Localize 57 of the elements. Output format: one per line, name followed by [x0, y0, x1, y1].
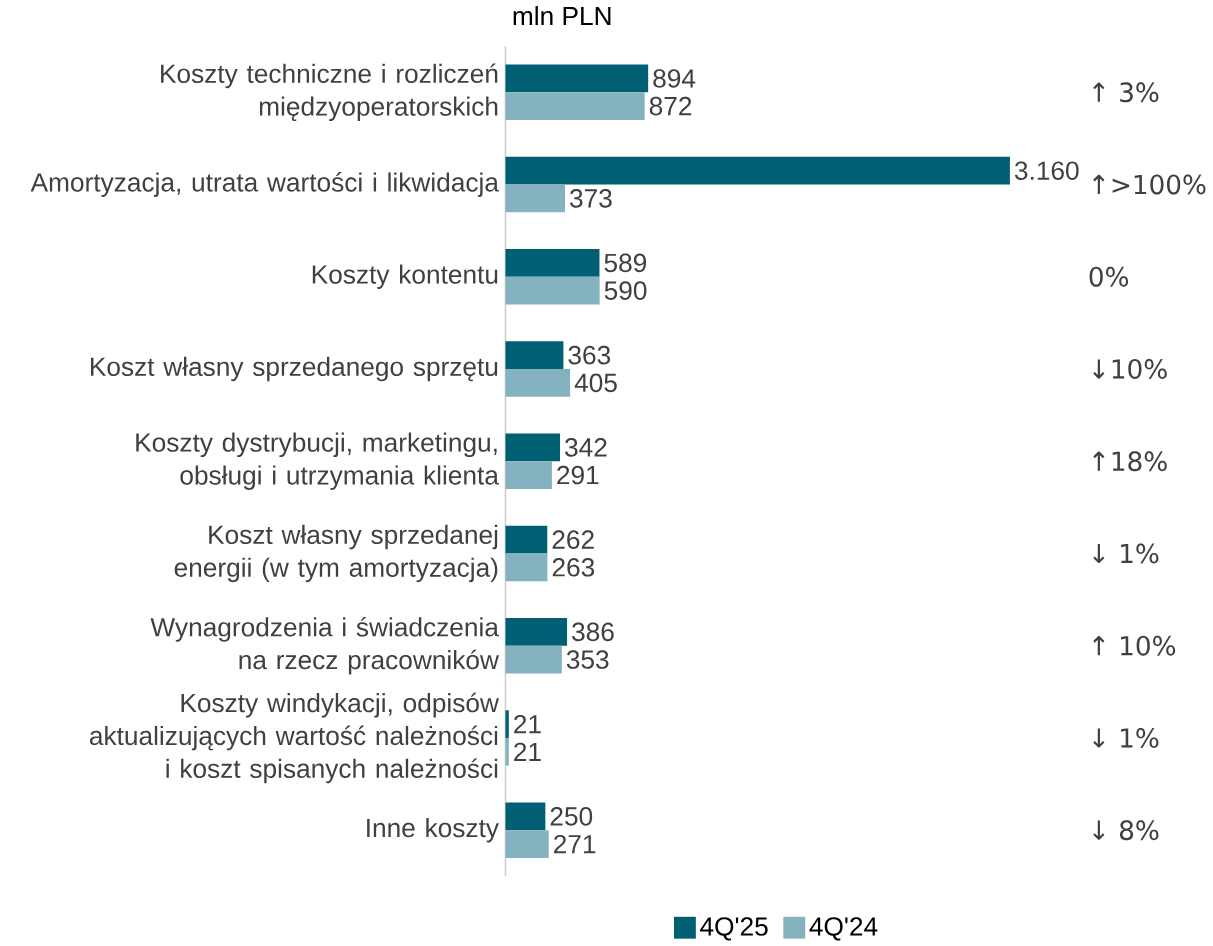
y-tick-label: Koszty dystrybucji, marketingu, obsługi i utrzymania klienta: [136, 432, 499, 491]
y-tick-label: Koszty techniczne i rozliczeń międzyoperatorskich: [161, 63, 498, 122]
text: ↑18%: [1093, 451, 1167, 472]
bar: [505, 802, 546, 831]
data-label: 589: [604, 253, 647, 273]
bar: [505, 433, 561, 462]
x-axis-title: mln PLN: [513, 6, 611, 26]
data-label: 872: [649, 97, 692, 116]
data-label: 21: [514, 742, 541, 762]
y-tick-label: Inne koszty: [367, 818, 499, 843]
y-tick-label: Amortyzacja, utrata wartości i likwidacja: [30, 172, 499, 198]
bar: [505, 738, 509, 766]
bar: [505, 276, 600, 305]
bar: [505, 710, 509, 739]
data-label: 291: [557, 466, 599, 485]
data-label: 405: [574, 373, 617, 393]
legend-label: 4Q'25: [700, 917, 768, 941]
bar: [505, 157, 1010, 185]
data-label: 21: [514, 715, 541, 734]
bar: [505, 184, 565, 213]
text: ↑ 10%: [1093, 636, 1176, 656]
text: ↓ 8%: [1093, 820, 1159, 841]
data-label: 263: [552, 558, 595, 577]
y-tick-label: Koszt własny sprzedanego sprzętu: [90, 356, 498, 382]
bar: [505, 461, 552, 490]
data-label: 250: [550, 807, 593, 826]
text: ↑ 3%: [1093, 82, 1159, 103]
y-tick-label: Wynagrodzenia i świadczenia na rzecz pracowników: [150, 617, 499, 675]
data-label: 590: [604, 281, 647, 301]
text: ↓10%: [1093, 359, 1167, 380]
bar: [505, 249, 600, 277]
data-label: 3.160: [1014, 161, 1079, 181]
text: ↓ 1%: [1093, 543, 1159, 564]
text: 0%: [1089, 267, 1129, 287]
bar: [505, 553, 548, 582]
data-label: 363: [568, 346, 611, 365]
data-label: 373: [570, 189, 612, 208]
bar: [505, 341, 564, 370]
bar: [505, 92, 645, 121]
data-label: 262: [552, 530, 594, 550]
text: ↓ 1%: [1093, 728, 1159, 749]
bar: [505, 830, 549, 859]
bar: [505, 526, 548, 554]
text: ↑>100%: [1093, 174, 1206, 195]
bar: [505, 369, 571, 397]
legend-label: 4Q'24: [809, 917, 878, 941]
y-tick-label: Koszty windykacji, odpisów aktualizujących wartość należności i koszt spisanych należności: [89, 692, 499, 784]
data-label: 342: [565, 438, 607, 457]
data-label: 271: [554, 835, 596, 854]
bar: [505, 618, 568, 646]
y-tick-label: Koszt własny sprzedanej energii (w tym amortyzacja): [174, 525, 498, 583]
data-label: 386: [572, 622, 614, 642]
data-label: 894: [653, 69, 696, 88]
bar: [505, 645, 562, 674]
bar: [505, 64, 649, 93]
data-label: 353: [566, 650, 609, 670]
y-tick-label: Koszty kontentu: [312, 264, 498, 290]
